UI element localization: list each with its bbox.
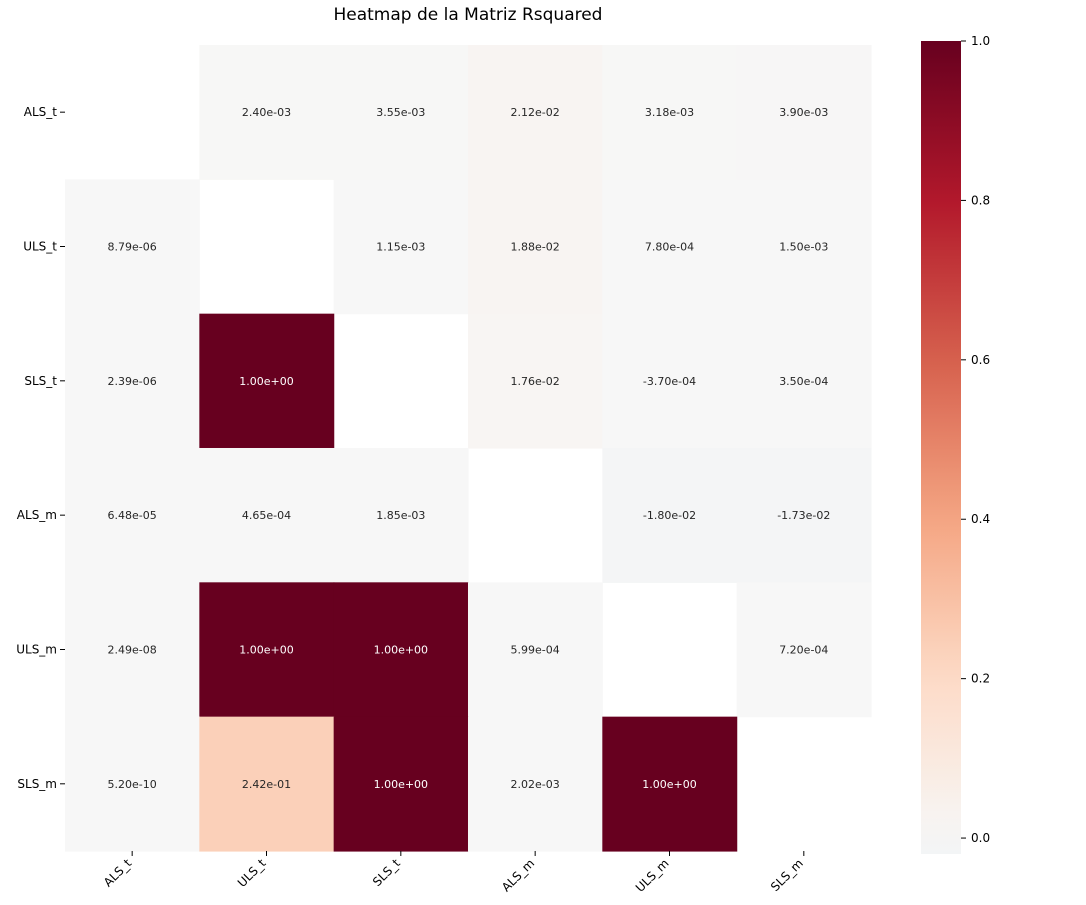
y-tick-label: SLS_m xyxy=(17,777,57,791)
colorbar-tick-label: 0.4 xyxy=(971,512,990,526)
colorbar-tick-label: 0.2 xyxy=(971,672,990,686)
x-tick-label: ALS_t xyxy=(101,856,135,890)
heatmap-cell xyxy=(199,313,335,449)
y-tick-label: ULS_m xyxy=(16,642,57,656)
heatmap-cell xyxy=(333,179,469,315)
x-tick-label: ALS_m xyxy=(499,856,537,894)
cell-annotation: 1.15e-03 xyxy=(376,240,425,253)
heatmap-cell xyxy=(736,45,872,180)
cell-annotation: 3.90e-03 xyxy=(779,106,828,119)
cell-annotation: 7.20e-04 xyxy=(779,643,828,656)
y-tick-label: ALS_m xyxy=(17,508,57,522)
heatmap-cell xyxy=(199,716,335,852)
cell-annotation: 1.00e+00 xyxy=(239,375,293,388)
chart-title: Heatmap de la Matriz Rsquared xyxy=(333,5,602,25)
heatmap-cell xyxy=(199,447,335,583)
cell-annotation: 2.40e-03 xyxy=(242,106,291,119)
y-axis: ALS_t ULS_t SLS_t ALS_m ULS_m SLS_m xyxy=(16,105,65,791)
heatmap-cell xyxy=(602,313,738,449)
heatmap-cell xyxy=(333,45,469,180)
x-tick-label: SLS_m xyxy=(768,856,806,894)
cell-annotation: 3.55e-03 xyxy=(376,106,425,119)
x-tick-label: ULS_t xyxy=(235,856,269,890)
cell-annotation: 1.76e-02 xyxy=(511,375,560,388)
y-tick-label: SLS_t xyxy=(24,374,57,388)
colorbar-tick-label: 0.8 xyxy=(971,193,990,207)
heatmap-cell xyxy=(602,447,738,583)
cell-annotation: 7.80e-04 xyxy=(645,240,694,253)
cell-annotation: -3.70e-04 xyxy=(643,375,696,388)
x-tick-label: SLS_t xyxy=(370,856,403,889)
colorbar-tick-label: 0.0 xyxy=(971,831,990,845)
y-tick-label: ULS_t xyxy=(23,239,57,253)
cell-annotation: 2.12e-02 xyxy=(511,106,560,119)
heatmap-annotations: 2.40e-03 3.55e-03 2.12e-02 3.18e-03 3.90e-03… xyxy=(108,106,831,791)
heatmap-cell xyxy=(467,582,603,718)
heatmap-cell xyxy=(333,447,469,583)
heatmap-cell xyxy=(65,582,200,718)
heatmap-cell xyxy=(736,313,872,449)
cell-annotation: -1.73e-02 xyxy=(777,509,830,522)
cell-annotation: 2.02e-03 xyxy=(511,778,560,791)
cell-annotation: 1.00e+00 xyxy=(374,778,428,791)
cell-annotation: 1.00e+00 xyxy=(642,778,696,791)
cell-annotation: 2.39e-06 xyxy=(108,375,157,388)
colorbar-axis: 0.0 0.2 0.4 0.6 0.8 1.0 xyxy=(961,34,990,845)
x-axis: ALS_t ULS_t SLS_t ALS_m ULS_m SLS_m xyxy=(101,850,806,895)
cell-annotation: 5.99e-04 xyxy=(511,643,560,656)
cell-annotation: 3.50e-04 xyxy=(779,375,828,388)
heatmap-cell xyxy=(736,582,872,718)
heatmap-cell xyxy=(602,716,738,852)
heatmap-cell xyxy=(65,179,200,315)
heatmap-cell xyxy=(467,45,603,180)
heatmap-cell xyxy=(736,179,872,315)
heatmap-cell xyxy=(199,45,335,180)
cell-annotation: 4.65e-04 xyxy=(242,509,291,522)
heatmap-cell xyxy=(736,447,872,583)
cell-annotation: 5.20e-10 xyxy=(108,778,157,791)
heatmap-cell xyxy=(602,45,738,180)
cell-annotation: 1.00e+00 xyxy=(239,643,293,656)
cell-annotation: 1.85e-03 xyxy=(376,509,425,522)
cell-annotation: -1.80e-02 xyxy=(643,509,696,522)
heatmap-cell xyxy=(333,582,469,718)
cell-annotation: 2.49e-08 xyxy=(108,643,157,656)
heatmap-cell xyxy=(467,716,603,852)
colorbar xyxy=(921,41,961,854)
heatmap-cell xyxy=(65,716,200,852)
cell-annotation: 1.50e-03 xyxy=(779,240,828,253)
heatmap-cell xyxy=(65,313,200,449)
heatmap-cell xyxy=(65,447,200,583)
colorbar-tick-label: 0.6 xyxy=(971,353,990,367)
cell-annotation: 1.00e+00 xyxy=(374,643,428,656)
heatmap-cell xyxy=(199,582,335,718)
y-tick-label: ALS_t xyxy=(24,105,58,119)
colorbar-tick-label: 1.0 xyxy=(971,34,990,48)
cell-annotation: 2.42e-01 xyxy=(242,778,291,791)
cell-annotation: 6.48e-05 xyxy=(108,509,157,522)
cell-annotation: 1.88e-02 xyxy=(511,240,560,253)
heatmap-cells xyxy=(65,45,872,852)
x-tick-label: ULS_m xyxy=(633,856,672,895)
cell-annotation: 8.79e-06 xyxy=(108,240,157,253)
heatmap-cell xyxy=(467,179,603,315)
heatmap-cell xyxy=(333,716,469,852)
heatmap-cell xyxy=(467,313,603,449)
cell-annotation: 3.18e-03 xyxy=(645,106,694,119)
heatmap-cell xyxy=(602,179,738,315)
